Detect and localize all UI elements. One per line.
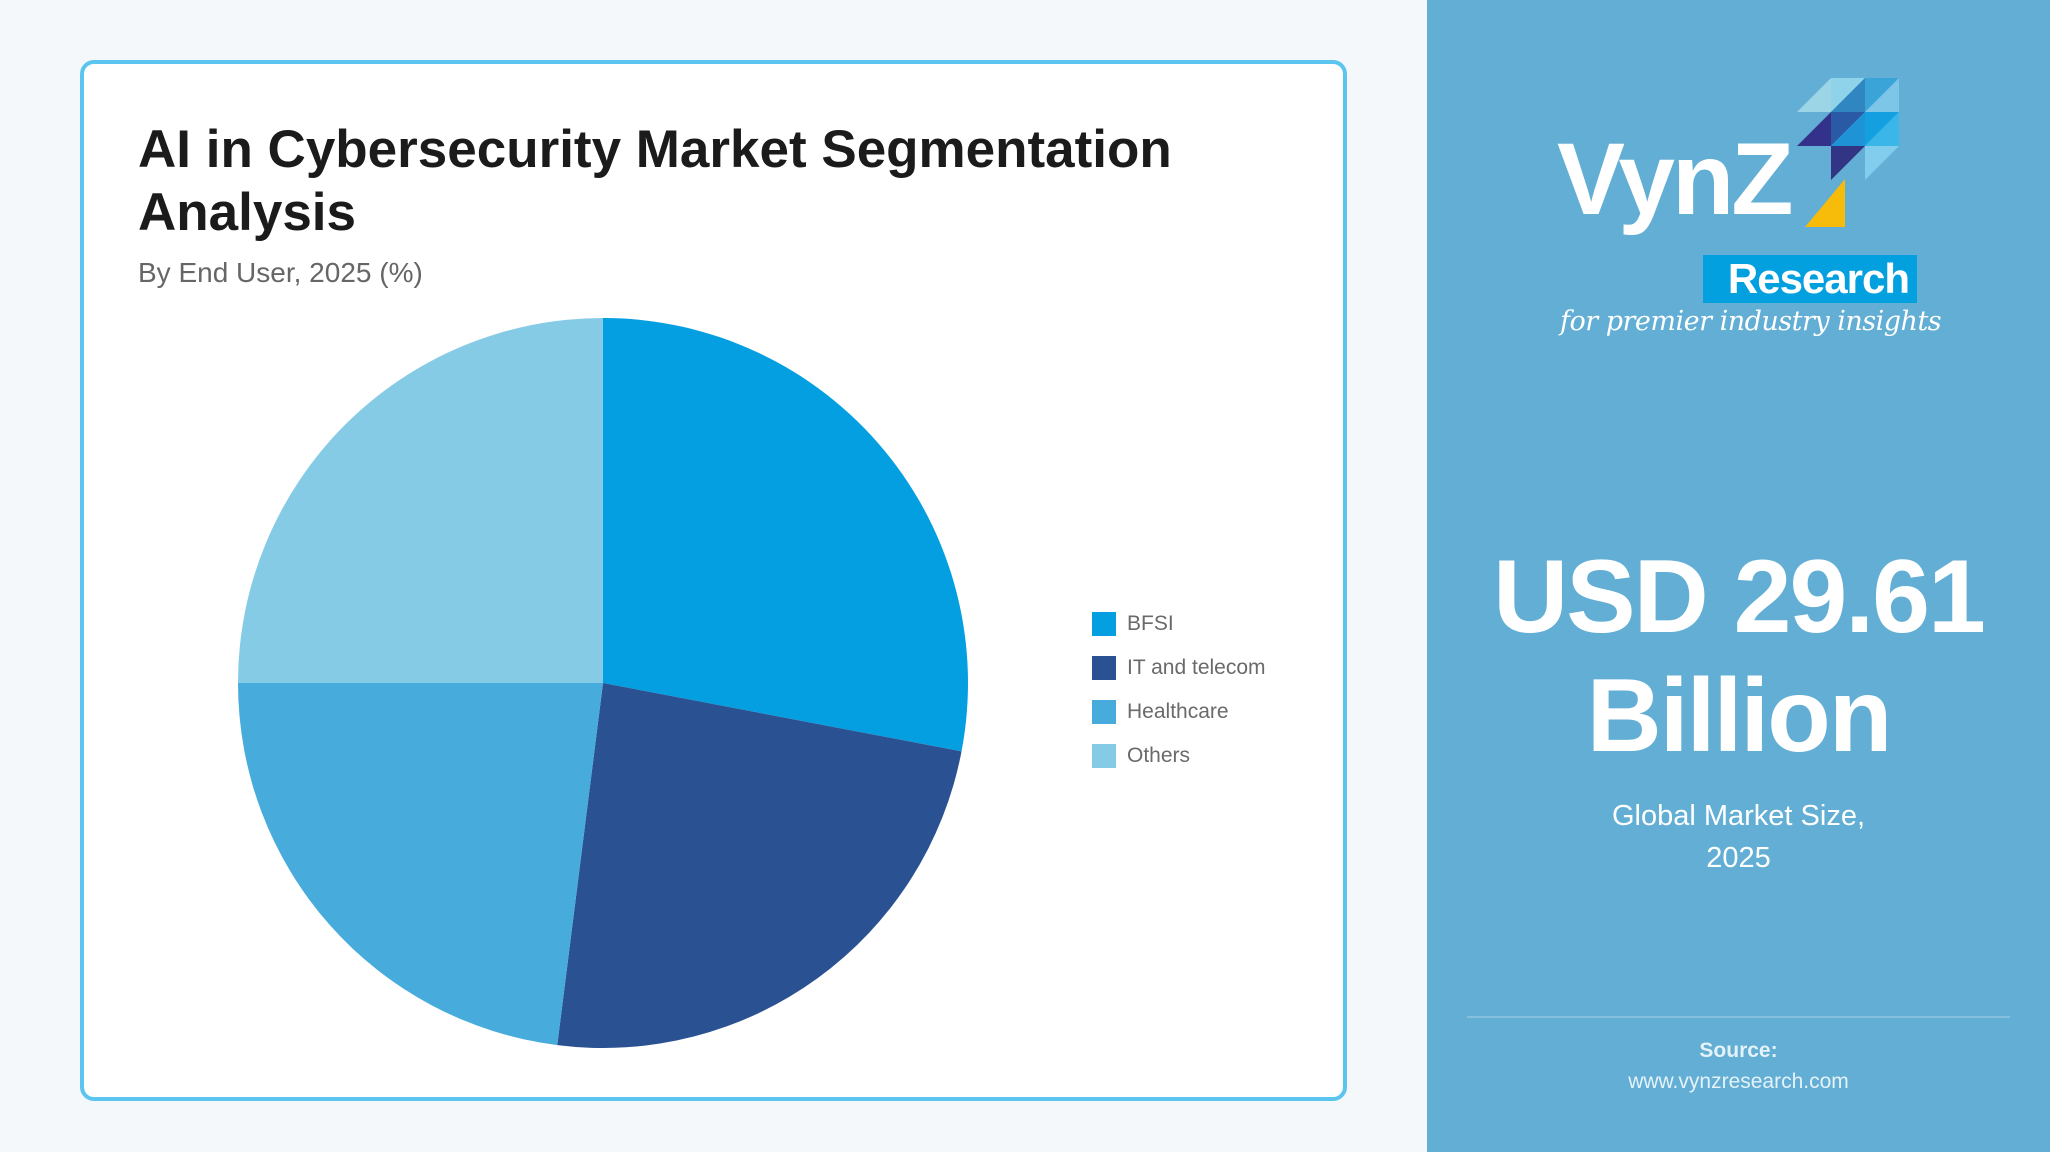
logo-yellow-triangle-icon: [1805, 179, 1845, 227]
legend-item-bfsi[interactable]: BFSI: [1092, 602, 1266, 646]
divider: [1467, 1016, 2010, 1018]
legend-item-healthcare[interactable]: Healthcare: [1092, 690, 1266, 734]
market-size-value: USD 29.61 Billion: [1427, 538, 2050, 776]
chart-title: AI in Cybersecurity Market Segmentation …: [138, 120, 1172, 242]
logo-triangles-icon: [1797, 78, 1899, 180]
market-size-unit: Billion: [1586, 658, 1893, 774]
chart-legend: BFSI IT and telecom Healthcare Others: [1092, 602, 1266, 778]
market-size-amount: USD 29.61: [1493, 539, 1986, 655]
legend-swatch-icon: [1092, 612, 1116, 636]
legend-item-it-telecom[interactable]: IT and telecom: [1092, 646, 1266, 690]
legend-label: Others: [1127, 744, 1191, 767]
pie-slice-it-telecom[interactable]: [557, 683, 962, 1048]
legend-item-others[interactable]: Others: [1092, 734, 1266, 778]
market-caption-line2: 2025: [1706, 842, 1771, 874]
chart-card: AI in Cybersecurity Market Segmentation …: [80, 60, 1347, 1101]
legend-label: IT and telecom: [1127, 656, 1266, 679]
logo-wordmark: VynZ: [1557, 122, 1794, 236]
logo-tagline: for premier industry insights: [1560, 306, 1942, 337]
market-caption-line1: Global Market Size,: [1611, 800, 1866, 832]
legend-swatch-icon: [1092, 656, 1116, 680]
pie-slice-healthcare[interactable]: [237, 683, 603, 1046]
market-size-caption: Global Market Size, 2025: [1427, 795, 2050, 879]
source-link[interactable]: www.vynzresearch.com: [1628, 1070, 1849, 1093]
legend-swatch-icon: [1092, 700, 1116, 724]
source-label: Source:: [1699, 1039, 1778, 1062]
legend-label: BFSI: [1127, 612, 1174, 635]
pie-slice-others[interactable]: [238, 318, 603, 683]
brand-logo: VynZ Research for premier industry insig…: [1427, 0, 2050, 380]
chart-subtitle: By End User, 2025 (%): [138, 257, 423, 288]
legend-label: Healthcare: [1127, 700, 1229, 723]
logo-research-badge: Research: [1703, 255, 1917, 303]
market-summary-panel: VynZ Research for premier industry insig…: [1427, 0, 2050, 1152]
pie-chart: [237, 318, 968, 1048]
pie-slice-bfsi[interactable]: [603, 318, 968, 752]
legend-swatch-icon: [1092, 744, 1116, 768]
